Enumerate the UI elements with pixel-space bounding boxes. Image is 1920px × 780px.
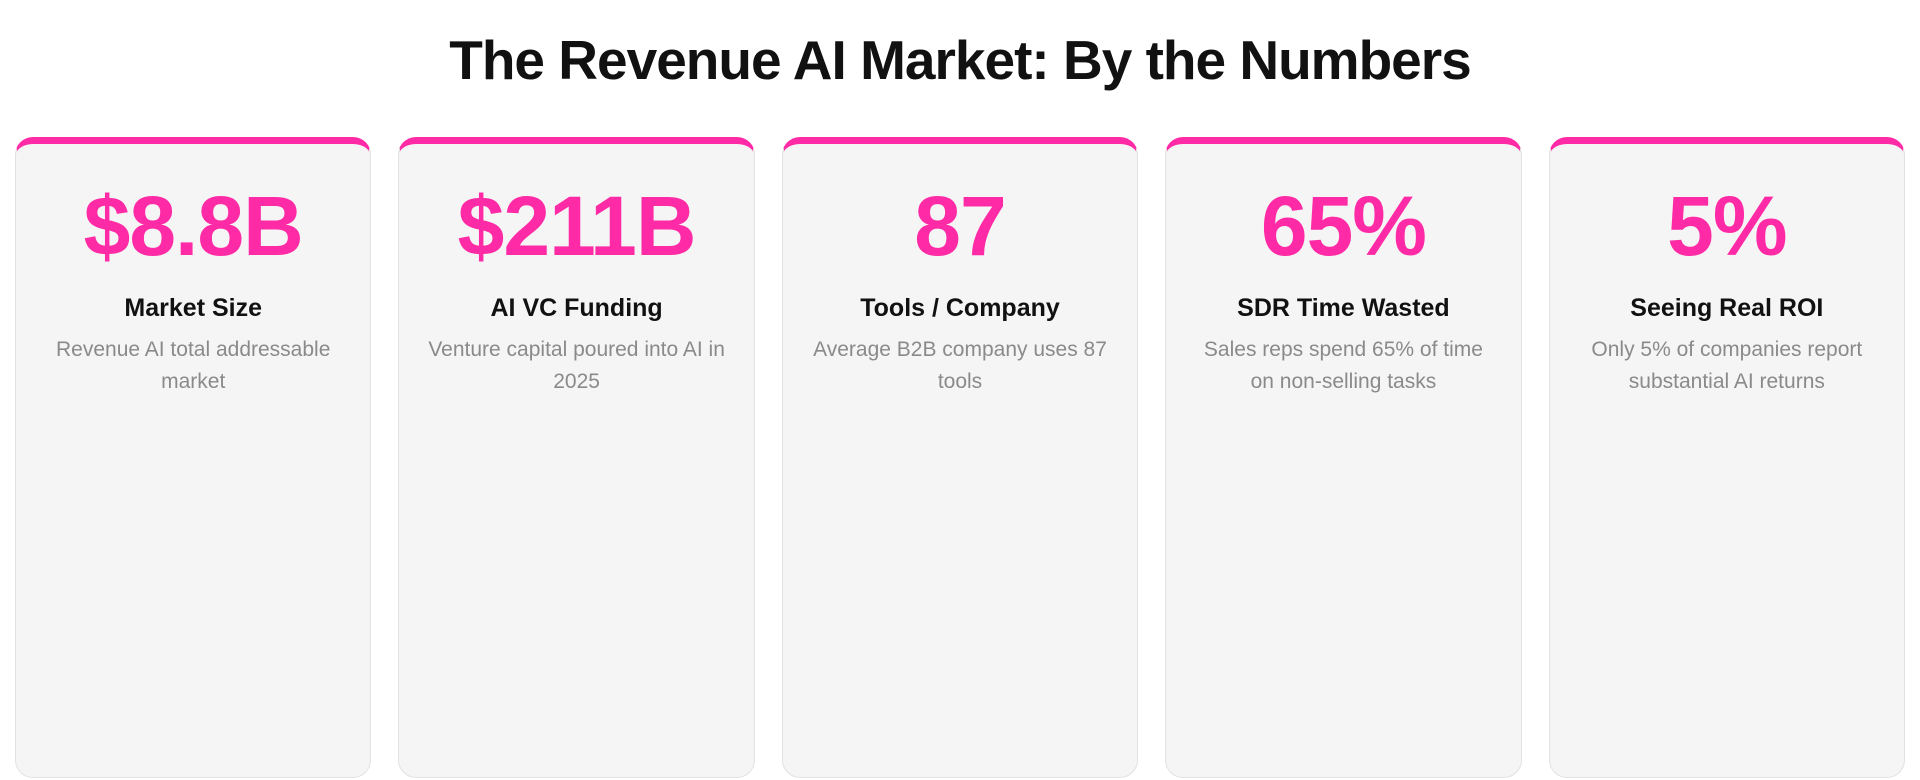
stat-card-market-size: $8.8B Market Size Revenue AI total addre… [15, 137, 372, 778]
stat-description: Average B2B company uses 87 tools [813, 338, 1107, 393]
stat-cards: $8.8B Market Size Revenue AI total addre… [15, 137, 1906, 778]
stat-card-tools-per-company: 87 Tools / Company Average B2B company u… [781, 137, 1139, 778]
stat-description: Sales reps spend 65% of time on non-sell… [1203, 338, 1483, 393]
stat-value: $8.8B [83, 179, 304, 273]
stat-card-real-roi: 5% Seeing Real ROI Only 5% of companies … [1548, 137, 1906, 778]
stat-value: 87 [914, 179, 1006, 273]
stat-value: 5% [1667, 179, 1787, 273]
stat-card-ai-vc-funding: $211B AI VC Funding Venture capital pour… [398, 137, 755, 778]
stat-description: Revenue AI total addressable market [56, 338, 331, 393]
stat-label: AI VC Funding [490, 294, 663, 322]
stat-card-sdr-time-wasted: 65% SDR Time Wasted Sales reps spend 65%… [1165, 137, 1522, 778]
stat-label: Market Size [124, 294, 262, 322]
stat-label: Tools / Company [860, 294, 1060, 322]
stat-label: Seeing Real ROI [1630, 294, 1824, 322]
stat-description: Venture capital poured into AI in 2025 [428, 338, 725, 393]
stat-value: $211B [457, 179, 697, 273]
stat-label: SDR Time Wasted [1237, 294, 1450, 322]
page-title: The Revenue AI Market: By the Numbers [449, 29, 1472, 91]
stat-description: Only 5% of companies report substantial … [1591, 338, 1863, 393]
stat-value: 65% [1260, 179, 1427, 273]
